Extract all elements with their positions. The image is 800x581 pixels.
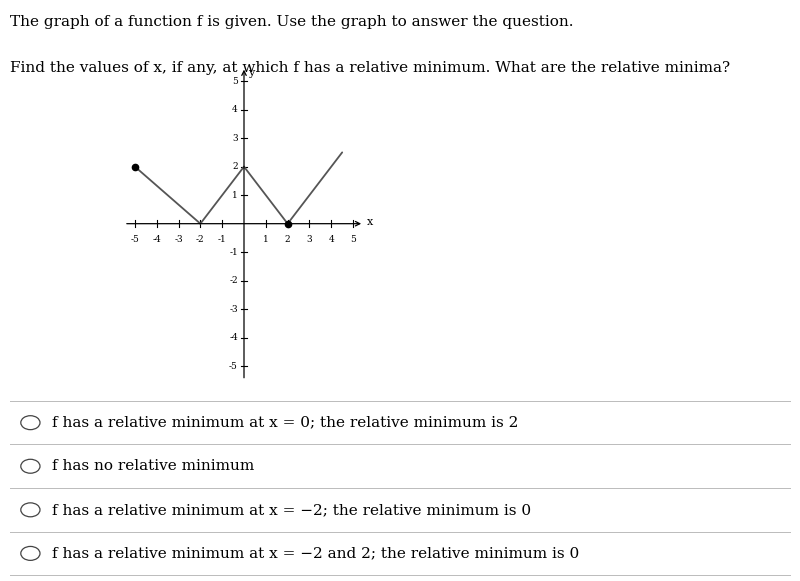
Text: f has a relative minimum at x = −2 and 2; the relative minimum is 0: f has a relative minimum at x = −2 and 2… bbox=[52, 546, 579, 561]
Text: -1: -1 bbox=[229, 248, 238, 257]
Text: 1: 1 bbox=[232, 191, 238, 200]
Text: -3: -3 bbox=[230, 305, 238, 314]
Text: -3: -3 bbox=[174, 235, 183, 243]
Text: -2: -2 bbox=[196, 235, 205, 243]
Text: -2: -2 bbox=[230, 276, 238, 285]
Text: The graph of a function f is given. Use the graph to answer the question.: The graph of a function f is given. Use … bbox=[10, 15, 574, 28]
Text: f has no relative minimum: f has no relative minimum bbox=[52, 459, 254, 474]
Text: 4: 4 bbox=[232, 105, 238, 114]
Text: y: y bbox=[248, 68, 254, 78]
Text: 1: 1 bbox=[263, 235, 269, 243]
Text: 2: 2 bbox=[232, 162, 238, 171]
Text: -4: -4 bbox=[229, 333, 238, 342]
Text: 4: 4 bbox=[328, 235, 334, 243]
Text: Find the values of x, if any, at which f has a relative minimum. What are the re: Find the values of x, if any, at which f… bbox=[10, 61, 730, 75]
Text: 3: 3 bbox=[306, 235, 312, 243]
Text: f has a relative minimum at x = 0; the relative minimum is 2: f has a relative minimum at x = 0; the r… bbox=[52, 415, 518, 430]
Text: 3: 3 bbox=[232, 134, 238, 142]
Text: x: x bbox=[367, 217, 374, 227]
Text: 2: 2 bbox=[285, 235, 290, 243]
Text: -5: -5 bbox=[130, 235, 139, 243]
Text: f has a relative minimum at x = −2; the relative minimum is 0: f has a relative minimum at x = −2; the … bbox=[52, 503, 531, 517]
Text: -5: -5 bbox=[229, 362, 238, 371]
Text: 5: 5 bbox=[232, 77, 238, 85]
Text: -1: -1 bbox=[218, 235, 226, 243]
Text: -4: -4 bbox=[152, 235, 161, 243]
Text: 5: 5 bbox=[350, 235, 356, 243]
